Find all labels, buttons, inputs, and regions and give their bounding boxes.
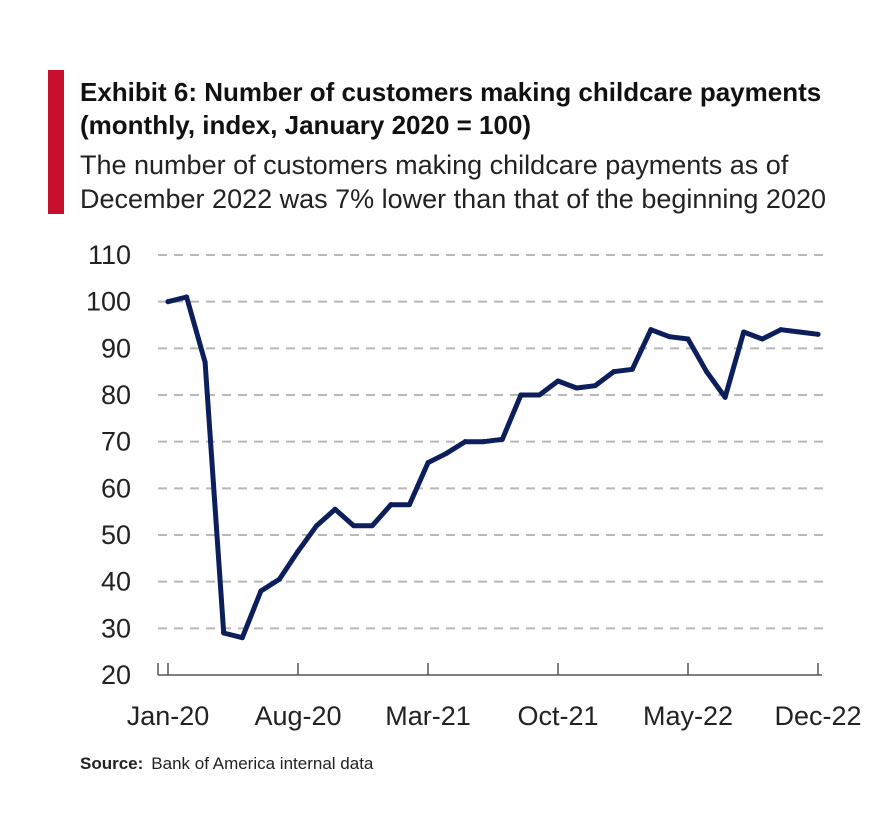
series-line	[165, 294, 821, 641]
data-point	[759, 336, 765, 342]
source-label: Source:	[80, 754, 144, 773]
x-tick-label: Dec-22	[774, 701, 861, 731]
data-point	[666, 334, 672, 340]
y-tick-label: 30	[101, 613, 131, 643]
data-point	[276, 576, 282, 582]
data-point	[722, 394, 728, 400]
data-point	[499, 436, 505, 442]
x-tick-label: May-22	[643, 701, 733, 731]
y-tick-label: 80	[101, 380, 131, 410]
data-point	[611, 369, 617, 375]
y-axis-labels: 20 30 40 50 60 70 80 90 100 110	[86, 240, 131, 690]
x-tick-label: Jan-20	[127, 701, 210, 731]
data-point	[184, 294, 190, 300]
data-point	[592, 383, 598, 389]
y-tick-label: 100	[86, 287, 131, 317]
data-point	[796, 329, 802, 335]
data-point	[815, 331, 821, 337]
data-point	[332, 506, 338, 512]
y-tick-label: 60	[101, 473, 131, 503]
source-note: Source: Bank of America internal data	[80, 754, 373, 774]
x-tick-label: Aug-20	[254, 701, 341, 731]
data-point	[518, 392, 524, 398]
data-point	[741, 329, 747, 335]
data-point	[351, 523, 357, 529]
data-point	[239, 635, 245, 641]
series-layer	[165, 294, 821, 641]
data-point	[165, 299, 171, 305]
x-tick-label: Mar-21	[385, 701, 471, 731]
data-point	[425, 460, 431, 466]
y-tick-label: 40	[101, 567, 131, 597]
data-point	[258, 588, 264, 594]
y-tick-label: 90	[101, 333, 131, 363]
data-point	[221, 630, 227, 636]
accent-bar	[48, 70, 64, 214]
x-axis: Jan-20 Aug-20 Mar-21 Oct-21 May-22 Dec-22	[127, 663, 862, 731]
data-point	[555, 378, 561, 384]
data-point	[369, 523, 375, 529]
x-tick-label: Oct-21	[517, 701, 598, 731]
source-text: Bank of America internal data	[151, 754, 374, 773]
data-point	[202, 359, 208, 365]
data-point	[406, 502, 412, 508]
data-point	[778, 327, 784, 333]
y-tick-label: 110	[88, 240, 131, 270]
y-tick-label: 70	[101, 427, 131, 457]
data-point	[314, 523, 320, 529]
y-tick-label: 20	[101, 660, 131, 690]
data-point	[388, 502, 394, 508]
chart-title: Exhibit 6: Number of customers making ch…	[80, 77, 822, 140]
data-point	[685, 336, 691, 342]
y-tick-label: 50	[101, 520, 131, 550]
data-point	[574, 385, 580, 391]
data-point	[481, 439, 487, 445]
data-point	[444, 450, 450, 456]
line-chart: 20 30 40 50 60 70 80 90 100 110 Jan-20 Aug-20 Mar-2…	[86, 240, 862, 731]
data-point	[629, 366, 635, 372]
chart-subtitle: The number of customers making childcare…	[80, 150, 826, 214]
data-point	[536, 392, 542, 398]
data-point	[295, 548, 301, 554]
data-point	[462, 439, 468, 445]
data-point	[704, 369, 710, 375]
data-point	[648, 327, 654, 333]
